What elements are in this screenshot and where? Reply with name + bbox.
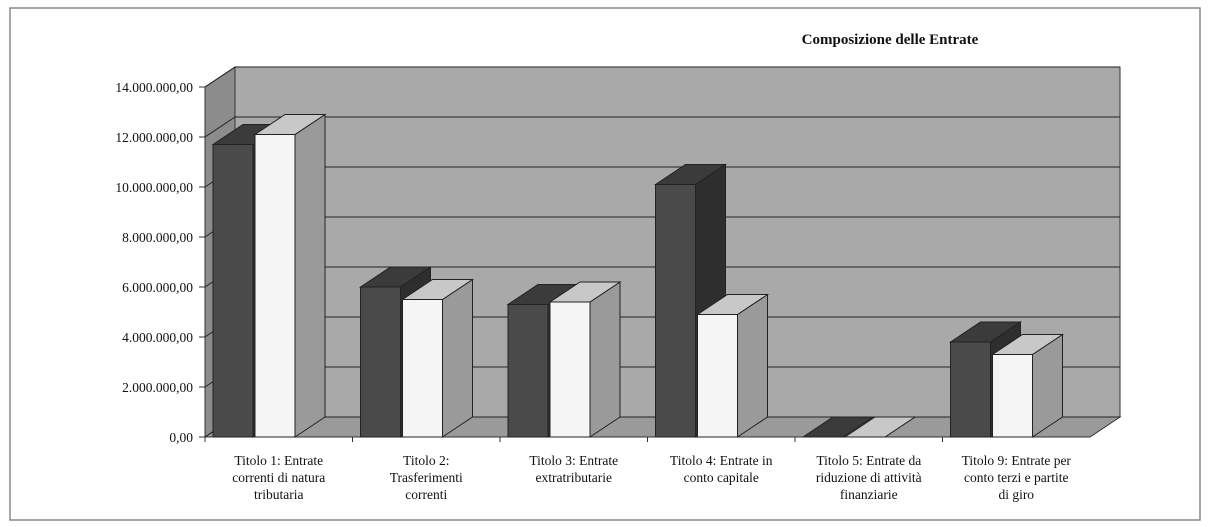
y-tick-label: 0,00 — [169, 430, 193, 445]
bar-top — [801, 416, 875, 438]
bar — [992, 354, 1033, 438]
x-tick-label: Titolo 4: Entrate in conto capitale — [670, 453, 773, 485]
y-tick-label: 10.000.000,00 — [115, 180, 193, 195]
bar — [549, 301, 591, 438]
bar — [360, 286, 401, 438]
chart-title: Composizione delle Entrate — [802, 32, 979, 48]
y-tick-label: 2.000.000,00 — [122, 380, 193, 395]
y-tick-label: 14.000.000,00 — [115, 80, 193, 95]
bar — [254, 134, 296, 438]
y-tick-label: 6.000.000,00 — [122, 280, 193, 295]
grid-line — [204, 66, 1120, 88]
x-tick-label: Titolo 3: Entrate extratributarie — [529, 453, 618, 485]
y-tick-label: 8.000.000,00 — [122, 230, 193, 245]
y-tick-label: 12.000.000,00 — [115, 130, 193, 145]
bar — [402, 299, 443, 438]
x-tick-label: Titolo 9: Entrate per conto terzi e parti… — [962, 453, 1072, 502]
bar — [655, 184, 696, 438]
bar-side — [737, 293, 768, 438]
x-tick-label: Titolo 5: Entrate da riduzione di attivit… — [816, 453, 922, 502]
bar-side — [589, 281, 621, 438]
bar-top — [843, 416, 917, 438]
bar — [507, 304, 549, 438]
bar — [212, 144, 254, 438]
bar — [697, 314, 738, 438]
grid-line — [204, 116, 1120, 138]
x-tick-label: Titolo 1: Entrate correnti di natura tribu… — [232, 453, 325, 502]
bar-side — [442, 278, 473, 438]
bar-side — [294, 113, 326, 438]
x-tick-label: Titolo 2: Trasferimenti correnti — [390, 453, 463, 502]
y-tick-label: 4.000.000,00 — [122, 330, 193, 345]
bar — [950, 341, 991, 438]
